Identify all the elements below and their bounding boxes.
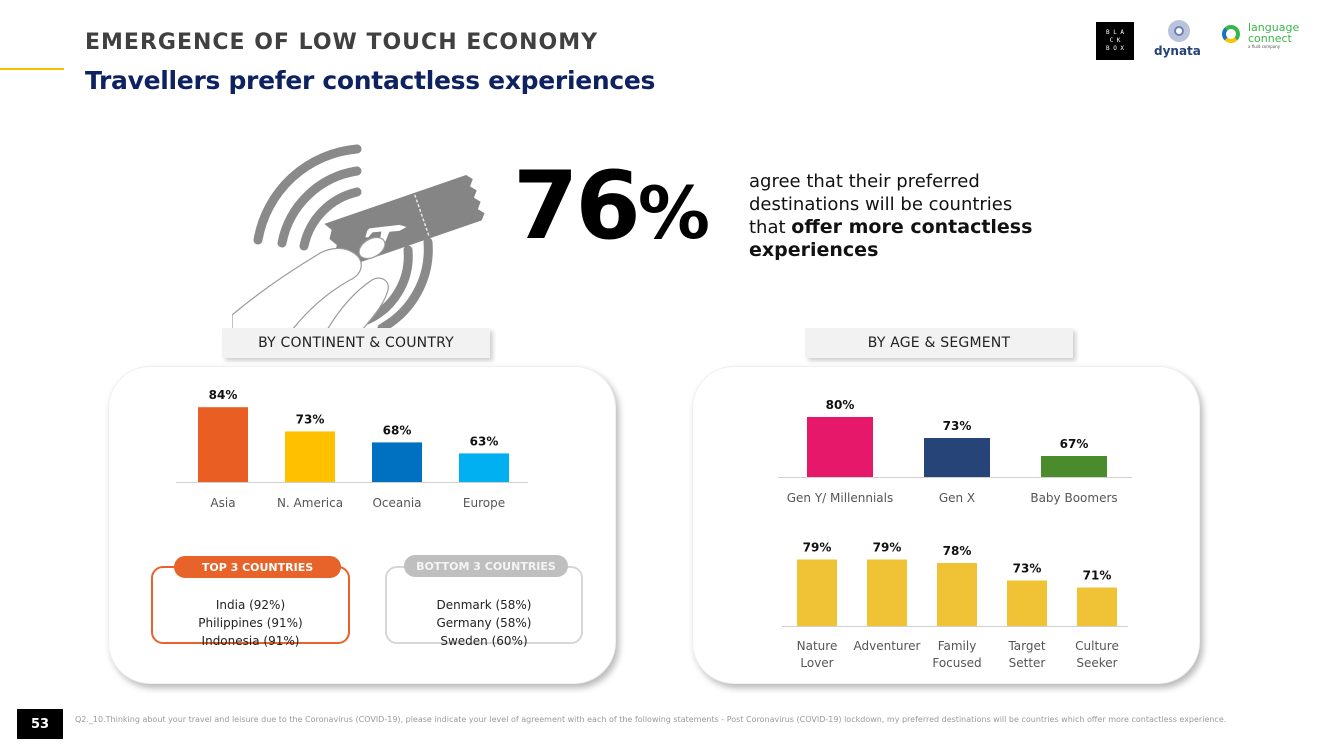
age-value-label: 73% [943,419,972,433]
blackbox-logo-line: B L A [1105,29,1125,36]
age-category-label: Gen Y/ Millennials [787,491,894,505]
segment-category-label: Lover [800,656,833,670]
top-country-item: Philippines (91%) [198,616,303,630]
continent-value-label: 68% [383,423,412,437]
segment-value-label: 79% [873,541,902,555]
continent-country-panel [108,366,616,684]
page-number: 53 [17,709,63,739]
headline-stat: 76% [513,160,710,255]
continent-category-label: N. America [277,496,343,510]
bottom-countries-label: BOTTOM 3 COUNTRIES [404,555,568,577]
segment-category-label: Setter [1009,656,1046,670]
age-bar-chart: 80% Gen Y/ Millennials 73% Gen X 67% Baby Boo… [778,398,1132,505]
dynata-logo-text: dynata [1154,44,1201,58]
top-countries-label: TOP 3 COUNTRIES [174,556,341,578]
section-kicker: EMERGENCE OF LOW TOUCH ECONOMY [85,30,599,55]
segment-bar [1007,580,1047,626]
continent-country-tag: BY CONTINENT & COUNTRY [222,328,490,358]
accent-line [0,68,64,70]
segment-bar [797,559,837,626]
age-bar [1041,456,1107,477]
segment-value-label: 78% [943,544,972,558]
age-segment-panel [692,366,1200,684]
age-bar [924,438,990,477]
headline-stat-sign: % [637,171,710,255]
segment-value-label: 73% [1013,562,1042,576]
language-connect-logo: language connect a fluid company [1222,22,1312,58]
bottom-country-item: Sweden (60%) [440,634,528,648]
segment-category-label: Focused [932,656,981,670]
segment-value-label: 71% [1083,569,1112,583]
segment-category-label: Target [1007,639,1045,653]
segment-bar [867,559,907,626]
segment-category-label: Adventurer [853,639,920,653]
bottom-country-item: Denmark (58%) [436,598,532,612]
footnote: Q2._10.Thinking about your travel and le… [75,715,1227,724]
age-category-label: Gen X [939,491,975,505]
language-connect-logo-icon [1222,25,1240,43]
age-bar [807,417,873,477]
headline-description: agree that their preferred destinations … [749,170,1039,262]
top-country-item: India (92%) [215,598,286,612]
continent-category-label: Asia [210,496,235,510]
segment-category-label: Seeker [1076,656,1117,670]
continent-value-label: 84% [209,388,238,402]
continent-bar [372,442,422,482]
dynata-logo: dynata [1152,18,1206,62]
blackbox-logo: B L A C K B O X [1096,22,1134,60]
segment-category-label: Nature [797,639,838,653]
continent-category-label: Europe [463,496,505,510]
age-category-label: Baby Boomers [1030,491,1117,505]
contactless-ticket-icon [232,144,485,330]
continent-bar [285,431,335,482]
language-connect-logo-tagline: a fluid company [1248,44,1281,49]
logo-word-language: language [1248,21,1300,34]
segment-category-label: Family [938,639,977,653]
segment-bar-chart: 79% Nature Lover 79% Adventurer 78% Family Focu… [782,541,1128,670]
segment-value-label: 79% [803,541,832,555]
segment-category-label: Culture [1075,639,1119,653]
age-segment-tag: BY AGE & SEGMENT [805,328,1073,358]
logo-word-connect: connect [1248,32,1292,45]
top-country-item: Indonesia (91%) [201,634,300,648]
blackbox-logo-line: B O X [1105,45,1125,52]
continent-category-label: Oceania [372,496,421,510]
age-value-label: 80% [826,398,855,412]
language-connect-logo-text: language connect [1248,22,1299,44]
blackbox-logo-line: C K [1109,37,1121,44]
segment-bar [1077,587,1117,626]
continent-value-label: 63% [470,434,499,448]
continent-value-label: 73% [296,412,325,426]
dynata-logo-icon [1168,20,1190,42]
bottom-country-item: Germany (58%) [436,616,532,630]
headline-description-bold: offer more contactless experiences [749,216,1033,261]
age-value-label: 67% [1060,437,1089,451]
segment-bar [937,563,977,626]
continent-bar [459,453,509,482]
headline-stat-number: 76 [513,152,641,261]
continent-bar-chart: 84% Asia 73% N. America 68% Oceania 63% Europe [176,388,528,510]
bottom-countries-box: Denmark (58%) Germany (58%) Sweden (60%) [385,566,583,648]
page-title: Travellers prefer contactless experience… [85,66,656,95]
headline-description-plain: agree that their preferred destinations … [749,171,1013,238]
continent-bar [198,407,248,482]
